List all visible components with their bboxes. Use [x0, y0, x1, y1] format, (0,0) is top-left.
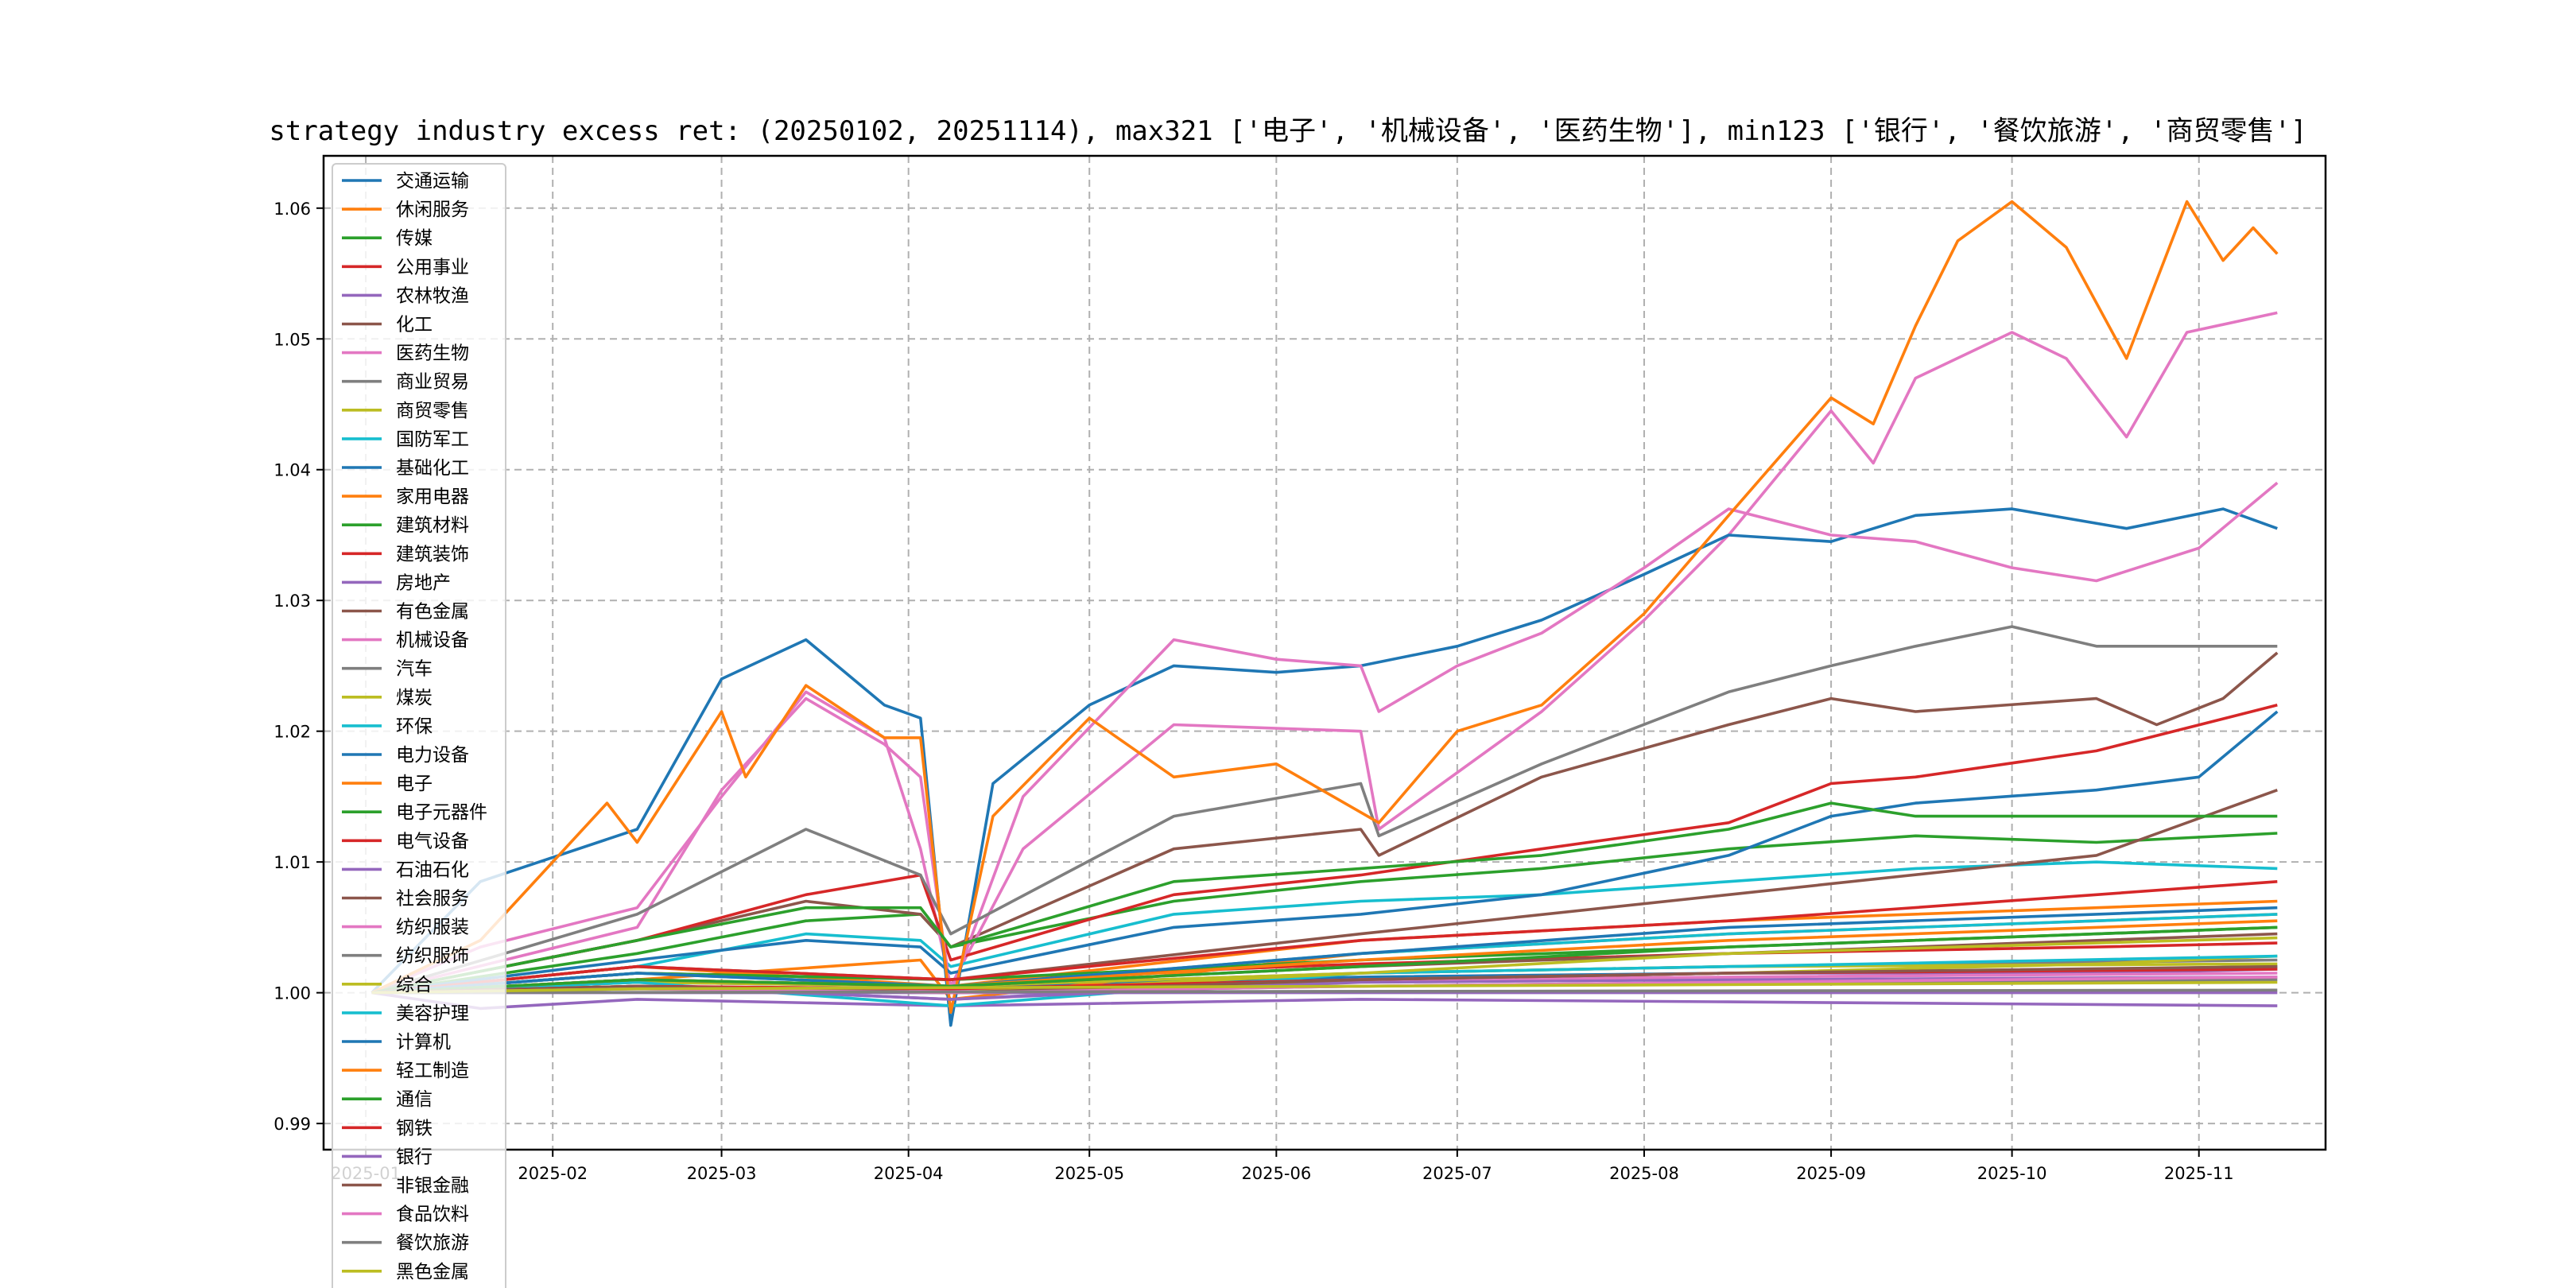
y-tick-label: 1.03 [274, 592, 311, 611]
legend-label: 休闲服务 [396, 200, 469, 220]
legend-label: 社会服务 [396, 889, 469, 910]
legend-label: 电力设备 [396, 745, 469, 766]
x-tick-label: 2025-09 [1796, 1164, 1866, 1183]
y-tick-label: 1.00 [274, 984, 311, 1003]
chart-title: strategy industry excess ret: (20250102,… [269, 115, 2306, 147]
plot-frame [322, 154, 2327, 1151]
y-tick-label: 0.99 [274, 1115, 311, 1134]
legend-label: 环保 [396, 716, 433, 737]
legend-label: 钢铁 [396, 1118, 433, 1139]
x-tick-label: 2025-04 [874, 1164, 944, 1183]
legend-label: 交通运输 [396, 171, 469, 192]
legend-label: 食品饮料 [396, 1205, 469, 1225]
legend-box [332, 163, 506, 1288]
series-lines [370, 200, 2279, 1027]
legend-label: 国防军工 [396, 429, 469, 450]
x-tick-label: 2025-05 [1054, 1164, 1124, 1183]
legend-label: 纺织服装 [396, 918, 469, 938]
series-line-9 [371, 860, 2278, 995]
x-tick-label: 2025-08 [1609, 1164, 1679, 1183]
series-line-37 [371, 988, 2278, 995]
series-line-32 [371, 925, 2278, 995]
legend-label: 通信 [396, 1089, 433, 1110]
x-tick-label: 2025-10 [1977, 1164, 2047, 1183]
legend-label: 美容护理 [396, 1003, 469, 1024]
legend-label: 餐饮旅游 [396, 1233, 469, 1254]
series-line-14 [371, 991, 2278, 1011]
series-line-20 [371, 710, 2279, 995]
legend-label: 农林牧渔 [396, 285, 469, 306]
legend-label: 公用事业 [396, 257, 469, 277]
y-tick-label: 1.06 [274, 200, 311, 219]
legend-label: 商业贸易 [396, 372, 469, 393]
x-tick-label: 2025-07 [1422, 1164, 1492, 1183]
legend-label: 轻工制造 [396, 1061, 469, 1081]
series-line-22 [371, 801, 2278, 995]
legend-label: 黑色金属 [396, 1262, 469, 1282]
legend-label: 纺织服饰 [396, 946, 469, 967]
legend-label: 传媒 [396, 228, 433, 249]
legend-label: 医药生物 [396, 343, 469, 364]
legend-label: 房地产 [396, 572, 451, 593]
x-tick-label: 2025-02 [518, 1164, 588, 1183]
x-tick-label: 2025-11 [2164, 1164, 2234, 1183]
series-line-13 [371, 704, 2278, 995]
y-tick-label: 1.01 [274, 853, 311, 872]
legend-label: 非银金融 [396, 1176, 469, 1197]
legend-label: 综合 [396, 975, 433, 995]
series-line-5 [371, 651, 2279, 995]
legend-label: 石油石化 [396, 859, 469, 880]
legend-label: 基础化工 [396, 458, 469, 479]
legend-label: 有色金属 [396, 602, 469, 623]
legend-label: 银行 [396, 1146, 433, 1167]
legend-label: 建筑材料 [396, 515, 469, 536]
legend-label: 电子元器件 [396, 802, 487, 823]
legend-label: 家用电器 [396, 487, 469, 507]
series-line-17 [371, 625, 2278, 995]
legend-label: 建筑装饰 [396, 544, 469, 564]
series-line-30 [371, 906, 2278, 995]
y-tick-label: 1.04 [274, 461, 311, 480]
legend-label: 汽车 [396, 659, 433, 680]
series-line-23 [371, 880, 2278, 995]
x-axis-ticks: 2025-012025-022025-032025-042025-052025-… [331, 1150, 2234, 1183]
legend-label: 化工 [396, 315, 433, 336]
legend-label: 煤炭 [396, 688, 433, 708]
series-line-6 [371, 311, 2278, 995]
x-tick-label: 2025-06 [1241, 1164, 1311, 1183]
y-tick-label: 1.05 [274, 330, 311, 349]
legend-label: 机械设备 [396, 630, 469, 651]
series-line-10 [370, 507, 2278, 1027]
legend: 交通运输休闲服务传媒公用事业农林牧渔化工医药生物商业贸易商贸零售国防军工基础化工… [332, 163, 506, 1288]
series-line-16 [371, 481, 2279, 995]
series-line-2 [371, 832, 2278, 995]
y-tick-label: 1.02 [274, 723, 311, 742]
series-line-21 [370, 200, 2279, 1014]
legend-label: 商贸零售 [396, 401, 469, 421]
x-tick-label: 2025-03 [687, 1164, 757, 1183]
legend-label: 计算机 [396, 1032, 451, 1053]
legend-label: 电子 [396, 774, 433, 794]
legend-label: 电气设备 [396, 831, 469, 852]
y-axis-ticks: 0.99 1.00 1.01 1.02 1.03 1.04 1.05 1.06 [274, 200, 324, 1134]
